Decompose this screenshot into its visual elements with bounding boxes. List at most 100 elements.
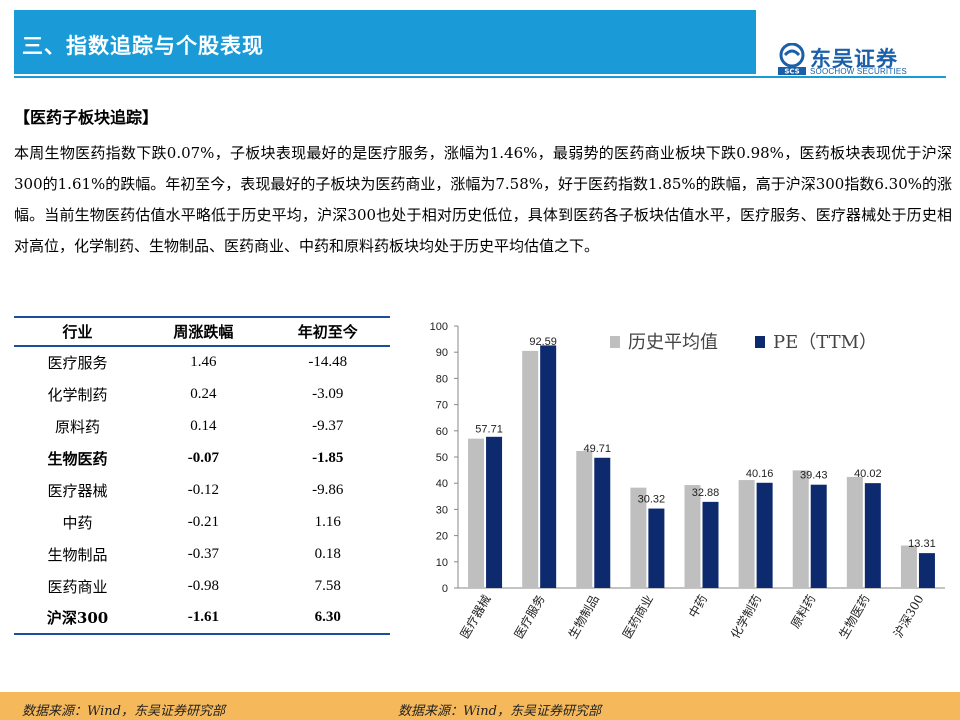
y-tick-label: 30: [436, 504, 448, 516]
bar-pe-ttm: [594, 457, 611, 588]
category-label: 生物医药: [836, 593, 872, 642]
category-label: 化学制药: [727, 592, 764, 641]
weekly-change-cell: -0.37: [187, 545, 219, 562]
data-label: 92.59: [529, 336, 557, 348]
category-label: 医疗服务: [511, 592, 548, 641]
y-tick-label: 20: [436, 531, 448, 543]
weekly-change-cell: -1.61: [141, 602, 266, 635]
data-label: 30.32: [638, 494, 666, 506]
column-header-industry: 行业: [14, 316, 142, 347]
industry-cell: 医疗服务: [47, 354, 108, 372]
y-tick-label: 80: [436, 373, 448, 385]
weekly-change-cell: 0.14: [190, 417, 217, 434]
category-label: 沪深300: [891, 593, 927, 641]
bar-historical-avg: [630, 487, 647, 588]
legend-label-historical-avg: 历史平均值: [628, 332, 718, 353]
bar-pe-ttm: [864, 483, 881, 588]
table-row: 医疗服务 1.46 -14.48: [14, 346, 390, 378]
industry-cell: 医疗器械: [47, 481, 108, 500]
y-tick-label: 50: [436, 452, 448, 464]
bar-historical-avg: [900, 545, 917, 588]
y-tick-label: 10: [436, 557, 448, 569]
svg-text:SCS: SCS: [784, 68, 799, 76]
ytd-change-cell: 1.16: [314, 513, 341, 530]
bar-pe-ttm: [810, 484, 827, 588]
table-row: 生物制品 -0.37 0.18: [14, 538, 390, 570]
data-label: 40.16: [746, 468, 774, 480]
weekly-change-cell: -0.21: [187, 513, 219, 530]
logo-name-cn: 东吴证券: [810, 47, 898, 71]
industry-cell: 中药: [62, 513, 93, 532]
logo-icon: SCS: [778, 43, 806, 75]
column-header-ytd: 年初至今: [265, 316, 390, 347]
table-row: 沪深300 -1.61 6.30: [14, 602, 390, 635]
bar-pe-ttm: [702, 501, 719, 588]
table-header-row: 行业 周涨跌幅 年初至今: [14, 316, 390, 347]
bar-pe-ttm: [648, 508, 665, 588]
y-tick-label: 90: [436, 347, 448, 359]
category-label: 中药: [685, 592, 710, 620]
weekly-change-cell: -0.98: [187, 577, 219, 594]
weekly-change-cell: 0.24: [190, 385, 217, 402]
bar-pe-ttm: [918, 553, 935, 588]
category-label: 医药商业: [619, 592, 656, 641]
column-header-weekly: 周涨跌幅: [141, 316, 266, 347]
industry-cell: 医药商业: [47, 577, 108, 596]
table-row: 生物医药 -0.07 -1.85: [14, 442, 390, 474]
ytd-change-cell: -14.48: [308, 354, 348, 370]
data-label: 49.71: [584, 443, 612, 455]
bar-pe-ttm: [540, 345, 557, 588]
summary-paragraph: 本周生物医药指数下跌0.07%，子板块表现最好的是医疗服务，涨幅为1.46%，最…: [14, 144, 952, 255]
industry-cell: 原料药: [55, 417, 101, 436]
data-label: 39.43: [800, 470, 828, 482]
y-tick-label: 40: [436, 478, 448, 490]
footer-source-left: 数据来源：Wind，东吴证券研究部: [22, 704, 225, 719]
company-logo: SCS 东吴证券 SOOCHOW SECURITIES: [778, 43, 928, 77]
y-tick-label: 0: [442, 583, 448, 595]
bar-historical-avg: [738, 480, 755, 588]
bar-historical-avg: [846, 476, 863, 588]
table-row: 医药商业 -0.98 7.58: [14, 570, 390, 602]
bar-pe-ttm: [486, 436, 503, 588]
bar-historical-avg: [684, 485, 701, 588]
bar-historical-avg: [576, 450, 593, 588]
header-bar: [14, 10, 756, 74]
table-row: 中药 -0.21 1.16: [14, 506, 390, 538]
bar-historical-avg: [468, 438, 485, 588]
data-label: 57.71: [475, 424, 503, 436]
industry-cell: 生物制品: [47, 545, 108, 564]
category-label: 生物制品: [566, 593, 602, 642]
weekly-change-cell: -0.12: [187, 481, 219, 498]
ytd-change-cell: -9.37: [312, 417, 344, 434]
table-row: 化学制药 0.24 -3.09: [14, 378, 390, 410]
category-label: 原料药: [788, 593, 818, 631]
data-label: 13.31: [908, 538, 936, 550]
data-label: 40.02: [854, 468, 882, 480]
y-tick-label: 60: [436, 426, 448, 438]
bar-pe-ttm: [756, 482, 773, 588]
legend-label-pe-ttm: PE（TTM）: [773, 332, 877, 353]
performance-table: 行业 周涨跌幅 年初至今 医疗服务 1.46 -14.48 化学制药 0.24 -3.09…: [14, 316, 390, 635]
category-label: 医疗器械: [457, 592, 494, 641]
footer-source-right: 数据来源：Wind，东吴证券研究部: [398, 704, 601, 719]
ytd-change-cell: 0.18: [314, 545, 341, 562]
y-tick-label: 100: [430, 321, 448, 333]
data-label: 32.88: [692, 487, 720, 499]
pe-bar-chart: 0 10 20 30 40 50 60 70 80 90 100 57.71 医疗器械 92.59 医疗服务…: [430, 321, 945, 642]
header-divider: [14, 76, 946, 78]
bar-historical-avg: [522, 350, 539, 588]
legend-swatch-historical-avg: [610, 336, 620, 348]
table-row: 医疗器械 -0.12 -9.86: [14, 474, 390, 506]
weekly-change-cell: -0.07: [187, 449, 219, 466]
weekly-change-cell: 1.46: [190, 354, 217, 370]
footer-bar: [0, 692, 960, 720]
industry-cell: 生物医药: [47, 449, 108, 468]
ytd-change-cell: -9.86: [312, 481, 344, 498]
ytd-change-cell: -3.09: [312, 385, 344, 402]
industry-cell: 化学制药: [47, 385, 108, 404]
ytd-change-cell: -1.85: [312, 449, 344, 466]
table-row: 原料药 0.14 -9.37: [14, 410, 390, 442]
ytd-change-cell: 6.30: [265, 602, 390, 635]
legend-swatch-pe-ttm: [755, 336, 765, 348]
industry-cell: 沪深300: [14, 602, 142, 635]
